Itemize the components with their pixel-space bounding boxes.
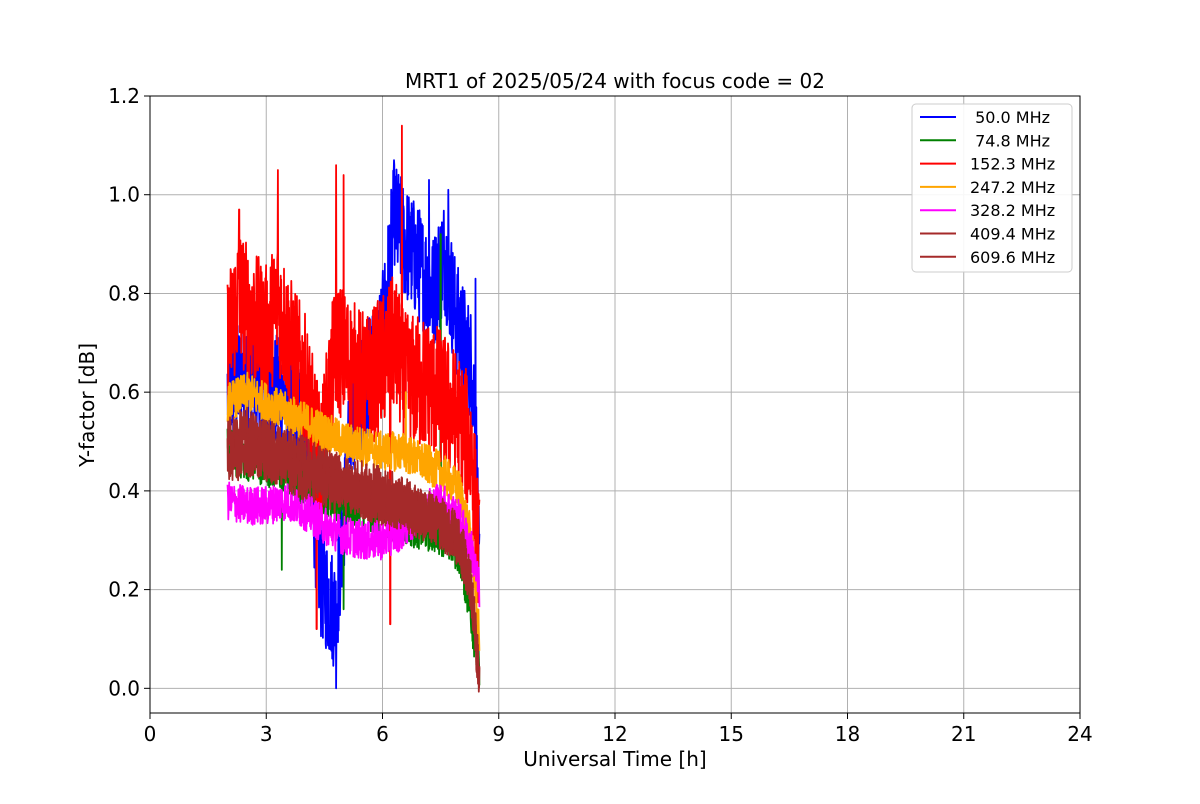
y-tick-label: 0.8 bbox=[108, 281, 140, 305]
series-line bbox=[226, 371, 481, 651]
legend: 50.0 MHz 74.8 MHz 152.3 MHz 247.2 MHz 328.2… bbox=[911, 103, 1073, 273]
tick-layer: 0 3 6 9 12 15 18 21 24 0.0 0.2 0.4 0.6 0.8 1.0 1.2 bbox=[108, 84, 1093, 746]
y-tick-label: 0.4 bbox=[108, 479, 140, 503]
series-layer bbox=[226, 124, 481, 693]
y-tick-label: 1.2 bbox=[108, 84, 140, 108]
series-line bbox=[226, 481, 481, 608]
y-tick-label: 0.6 bbox=[108, 380, 140, 404]
x-tick-label: 6 bbox=[376, 722, 389, 746]
legend-entry: 328.2 MHz bbox=[970, 201, 1055, 220]
x-tick-label: 21 bbox=[951, 722, 976, 746]
x-tick-label: 24 bbox=[1067, 722, 1092, 746]
y-tick-label: 0.0 bbox=[108, 676, 140, 700]
x-axis-label: Universal Time [h] bbox=[523, 747, 706, 771]
x-tick-label: 0 bbox=[144, 722, 157, 746]
legend-box bbox=[911, 103, 1073, 273]
x-tick-label: 15 bbox=[719, 722, 744, 746]
legend-entry: 74.8 MHz bbox=[970, 131, 1050, 150]
y-tick-label: 1.0 bbox=[108, 183, 140, 207]
x-tick-label: 9 bbox=[492, 722, 505, 746]
legend-entry: 50.0 MHz bbox=[970, 108, 1050, 127]
legend-entry: 152.3 MHz bbox=[970, 155, 1055, 174]
x-tick-label: 12 bbox=[602, 722, 627, 746]
x-tick-label: 3 bbox=[260, 722, 273, 746]
series-line bbox=[226, 124, 481, 630]
chart-title: MRT1 of 2025/05/24 with focus code = 02 bbox=[405, 69, 825, 93]
series-line bbox=[226, 427, 481, 689]
legend-entry: 409.4 MHz bbox=[970, 225, 1055, 244]
legend-entry: 609.6 MHz bbox=[970, 248, 1055, 267]
legend-entry: 247.2 MHz bbox=[970, 178, 1055, 197]
y-axis-label: Y-factor [dB] bbox=[75, 343, 99, 468]
x-tick-label: 18 bbox=[835, 722, 860, 746]
y-tick-label: 0.2 bbox=[108, 578, 140, 602]
